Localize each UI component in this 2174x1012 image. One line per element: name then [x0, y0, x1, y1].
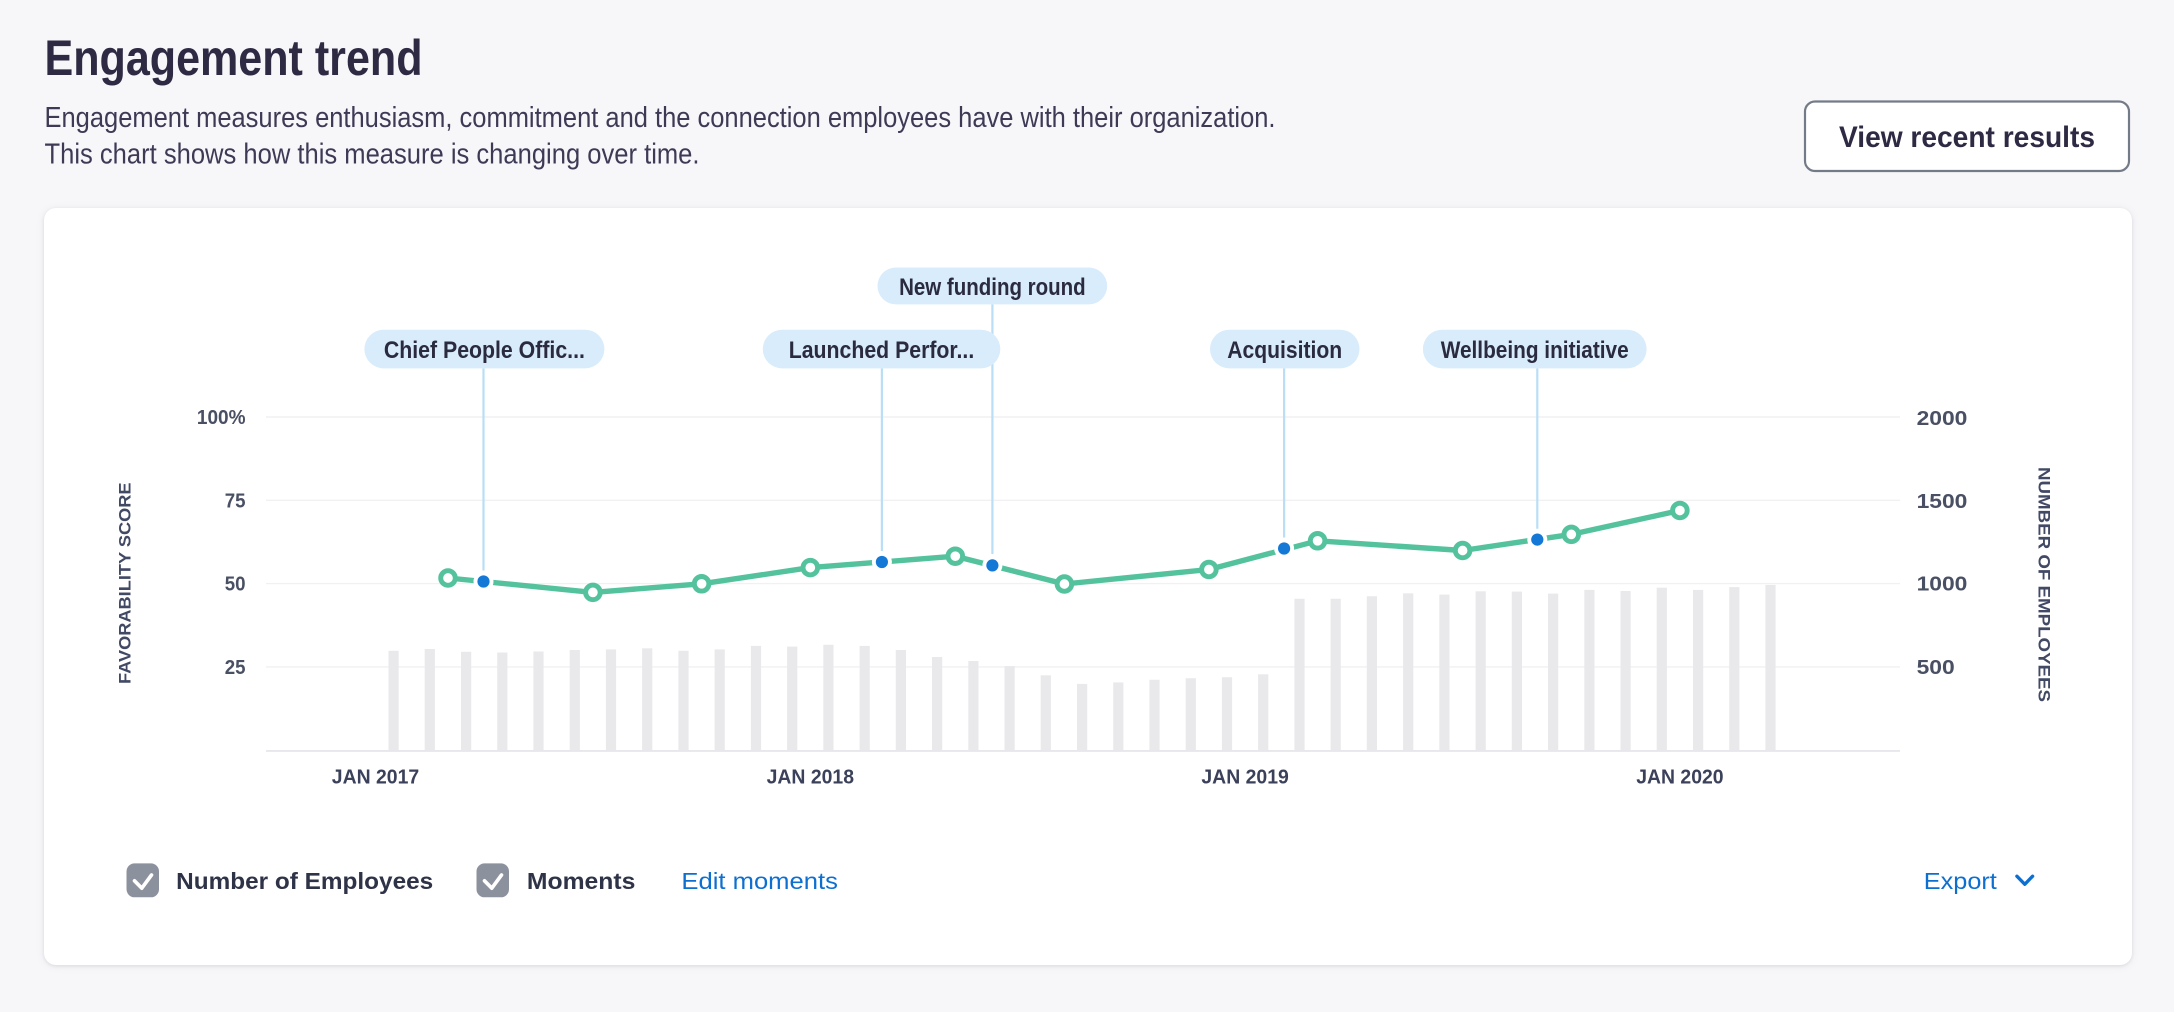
svg-text:This chart shows how this meas: This chart shows how this measure is cha… — [45, 139, 700, 171]
svg-text:Edit moments: Edit moments — [681, 868, 838, 894]
svg-text:FAVORABILITY SCORE: FAVORABILITY SCORE — [116, 482, 135, 684]
svg-text:1000: 1000 — [1917, 574, 1968, 596]
svg-text:100%: 100% — [197, 407, 246, 429]
svg-text:Number of Employees: Number of Employees — [176, 868, 433, 894]
svg-text:25: 25 — [225, 657, 246, 679]
svg-text:Export: Export — [1924, 868, 1998, 894]
svg-text:View recent results: View recent results — [1839, 121, 2095, 154]
svg-text:JAN 2018: JAN 2018 — [767, 767, 854, 789]
svg-text:JAN 2017: JAN 2017 — [332, 767, 419, 789]
svg-text:Engagement trend: Engagement trend — [45, 30, 423, 86]
svg-text:Chief People Offic...: Chief People Offic... — [384, 337, 585, 364]
svg-text:Acquisition: Acquisition — [1227, 337, 1342, 364]
svg-text:NUMBER OF EMPLOYEES: NUMBER OF EMPLOYEES — [2035, 467, 2054, 702]
svg-text:JAN 2020: JAN 2020 — [1636, 767, 1723, 789]
svg-text:75: 75 — [225, 490, 246, 512]
svg-text:Wellbeing initiative: Wellbeing initiative — [1441, 337, 1629, 364]
svg-text:Launched Perfor...: Launched Perfor... — [789, 337, 975, 364]
svg-text:New funding round: New funding round — [899, 274, 1086, 301]
svg-text:500: 500 — [1917, 657, 1955, 679]
svg-text:JAN 2019: JAN 2019 — [1201, 767, 1288, 789]
svg-text:Moments: Moments — [527, 868, 636, 894]
svg-text:50: 50 — [225, 574, 246, 596]
svg-text:1500: 1500 — [1917, 491, 1968, 513]
svg-text:Engagement measures enthusiasm: Engagement measures enthusiasm, commitme… — [45, 102, 1276, 134]
svg-text:2000: 2000 — [1917, 408, 1968, 430]
